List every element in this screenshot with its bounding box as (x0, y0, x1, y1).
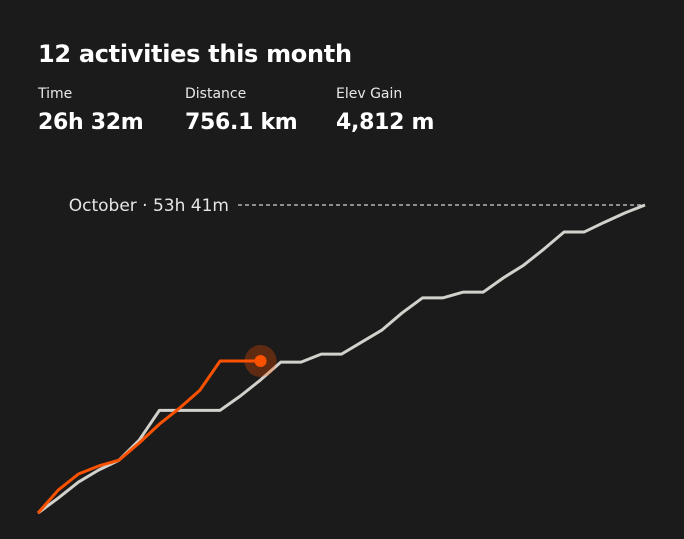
current-point (254, 355, 267, 368)
series-line (37, 203, 646, 515)
reference-label: October · 53h 41m (69, 196, 229, 216)
stat: Time 26h 32m (38, 86, 144, 135)
stat-label: Elev Gain (336, 86, 403, 102)
series-line (36, 359, 261, 514)
stat-label: Time (38, 86, 73, 102)
stat: Distance 756.1 km (185, 86, 298, 135)
stat-value: 4,812 m (336, 110, 435, 135)
title: 12 activities this month (38, 40, 352, 68)
stat-value: 26h 32m (38, 110, 144, 135)
stat-label: Distance (185, 86, 247, 102)
stat: Elev Gain 4,812 m (336, 86, 434, 135)
stat-value: 756.1 km (185, 110, 298, 135)
